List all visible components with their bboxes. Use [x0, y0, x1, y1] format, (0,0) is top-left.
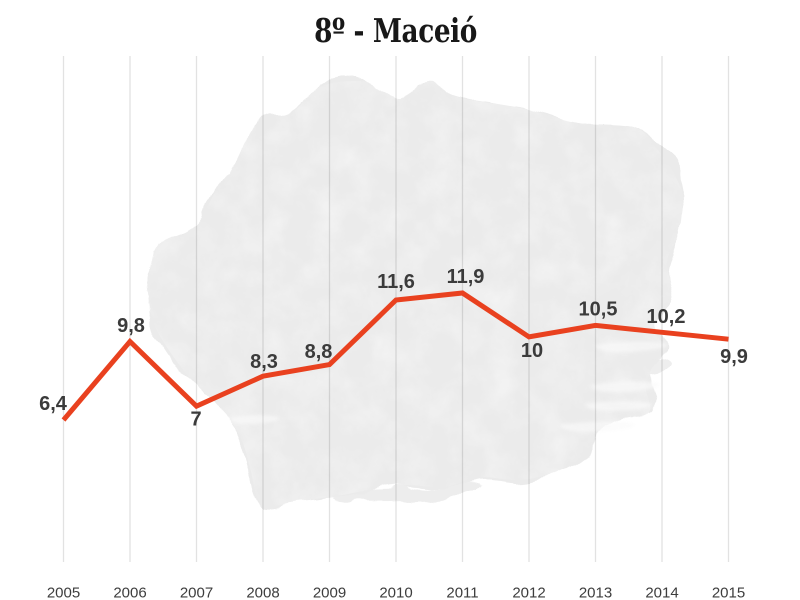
- blob-bottom-wisp: [300, 483, 490, 502]
- x-axis-label-2008: 2008: [246, 585, 279, 600]
- series-line: [61, 290, 729, 422]
- x-axis-label-2014: 2014: [645, 585, 678, 600]
- x-axis-label-2007: 2007: [180, 585, 213, 600]
- point-label-2010: 11,6: [377, 271, 415, 293]
- blob-streak-5: [230, 415, 280, 424]
- point-label-2011: 11,9: [447, 266, 485, 288]
- x-axis-label-2009: 2009: [313, 585, 346, 600]
- blob-texture-path: [147, 78, 685, 507]
- title-city: - Maceió: [345, 11, 478, 50]
- x-axis-label-2013: 2013: [579, 585, 612, 600]
- blob-streak-3: [585, 401, 652, 411]
- point-label-2014: 10,2: [647, 306, 686, 328]
- x-axis-label-2005: 2005: [47, 585, 80, 600]
- x-axis-label-2015: 2015: [712, 585, 745, 600]
- title-rank-ordinal: º: [332, 11, 346, 50]
- watercolor-blob: [147, 78, 685, 507]
- chart-title: 8º - Maceió: [0, 13, 792, 49]
- point-label-2006: 9,8: [117, 315, 145, 337]
- x-axis-label-2011: 2011: [446, 585, 478, 600]
- blob-streak-2: [590, 381, 660, 392]
- blob-streak-4: [560, 421, 635, 432]
- point-label-2008: 8,3: [250, 351, 278, 373]
- x-axis-label-2012: 2012: [512, 585, 545, 600]
- x-axis-label-2006: 2006: [113, 585, 146, 600]
- blob-streak-1: [595, 341, 668, 352]
- gridlines: [62, 56, 730, 562]
- point-labels: 6,4 9,8 7 8,3 8,8 11,6 11,9 10 10,5 10,2 9,9: [39, 266, 748, 431]
- point-label-2013: 10,5: [579, 299, 618, 321]
- point-label-2009: 8,8: [305, 341, 333, 363]
- blob-texture: [147, 78, 685, 507]
- data-series: [61, 290, 729, 422]
- point-label-2005: 6,4: [39, 393, 68, 415]
- point-label-2007: 7: [190, 409, 201, 431]
- point-label-2015: 9,9: [720, 346, 748, 368]
- blob-streaks: [230, 341, 668, 432]
- x-axis-labels: 2005 2006 2007 2008 2009 2010 2011 2012 2013 2014…: [47, 585, 745, 600]
- x-axis-label-2010: 2010: [379, 585, 412, 600]
- title-rank-number: 8: [314, 11, 333, 50]
- point-label-2012: 10: [521, 340, 543, 362]
